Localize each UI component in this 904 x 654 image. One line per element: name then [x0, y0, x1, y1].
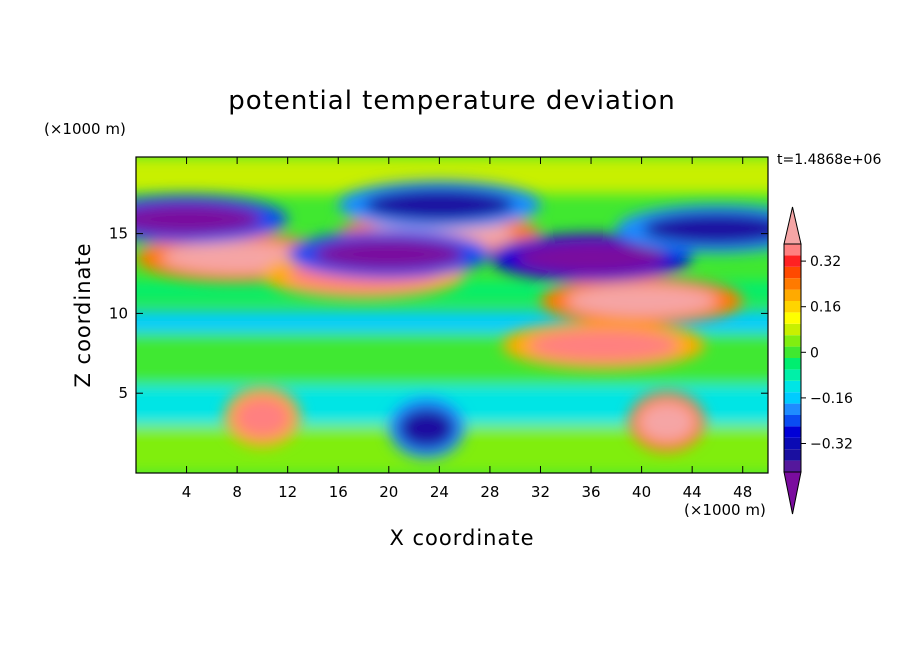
field-feature [638, 401, 695, 442]
colorbar-segment [784, 244, 801, 256]
colorbar-extend-min [783, 471, 802, 515]
field-feature [528, 329, 679, 362]
field-feature [136, 203, 262, 236]
colorbar-segment [784, 403, 801, 415]
x-tick-label: 28 [480, 483, 499, 501]
colorbar: 0.32 0.16 0 −0.16 −0.32 [783, 206, 853, 515]
colorbar-segment [784, 380, 801, 393]
colorbar-segment [784, 415, 801, 427]
x-tick-label: 48 [733, 483, 752, 501]
colorbar-segment [784, 255, 801, 267]
colorbar-segment [784, 301, 801, 313]
colorbar-tick-label: 0.32 [810, 254, 841, 270]
colorbar-segment [784, 392, 801, 404]
x-axis-unit: (×1000 m) [684, 501, 766, 519]
x-tick-label: 40 [632, 483, 651, 501]
colorbar-segment [784, 460, 801, 472]
chart-title: potential temperature deviation [228, 86, 676, 116]
field-feature [234, 397, 291, 438]
colorbar-frame [783, 243, 802, 473]
field-feature [642, 212, 768, 245]
colorbar-segment [784, 289, 801, 301]
y-axis-unit: (×1000 m) [44, 120, 126, 138]
x-tick-label: 16 [329, 483, 348, 501]
field-feature [516, 241, 667, 274]
colorbar-segment [784, 266, 801, 279]
field-feature [566, 284, 717, 317]
colorbar-tick-label: −0.32 [810, 437, 853, 453]
colorbar-segment [784, 346, 801, 358]
x-tick-label: 32 [531, 483, 550, 501]
colorbar-extend-max [783, 206, 802, 245]
field-feature [398, 408, 455, 449]
colorbar-segment [784, 323, 801, 336]
colorbar-segment [784, 449, 801, 461]
time-annotation: t=1.4868e+06 [777, 152, 882, 168]
x-axis-label: X coordinate [389, 526, 535, 550]
x-tick-label: 24 [430, 483, 449, 501]
colorbar-tick-label: −0.16 [810, 391, 853, 407]
x-tick-label: 12 [278, 483, 297, 501]
x-axis: 4 8 12 16 20 24 28 32 36 40 44 48 [182, 157, 752, 501]
y-tick-label: 5 [118, 384, 128, 402]
colorbar-segment [784, 358, 801, 370]
y-axis: 5 10 15 [109, 225, 768, 402]
field-feature [313, 238, 464, 271]
colorbar-segment [784, 369, 801, 381]
plot-frame [135, 156, 769, 474]
colorbar-segment [784, 426, 801, 438]
colorbar-tick-label: 0 [810, 345, 819, 361]
x-tick-label: 4 [182, 483, 192, 501]
heatmap-field [136, 157, 768, 473]
field-feature [364, 188, 515, 221]
colorbar-segment [784, 278, 801, 290]
x-tick-label: 20 [379, 483, 398, 501]
colorbar-segment [784, 312, 801, 324]
x-tick-label: 44 [683, 483, 702, 501]
colorbar-segment [784, 437, 801, 450]
colorbar-segment [784, 335, 801, 347]
y-tick-label: 15 [109, 225, 128, 243]
x-tick-label: 8 [232, 483, 242, 501]
x-tick-label: 36 [581, 483, 600, 501]
y-tick-label: 10 [109, 304, 128, 322]
colorbar-tick-label: 0.16 [810, 300, 841, 316]
